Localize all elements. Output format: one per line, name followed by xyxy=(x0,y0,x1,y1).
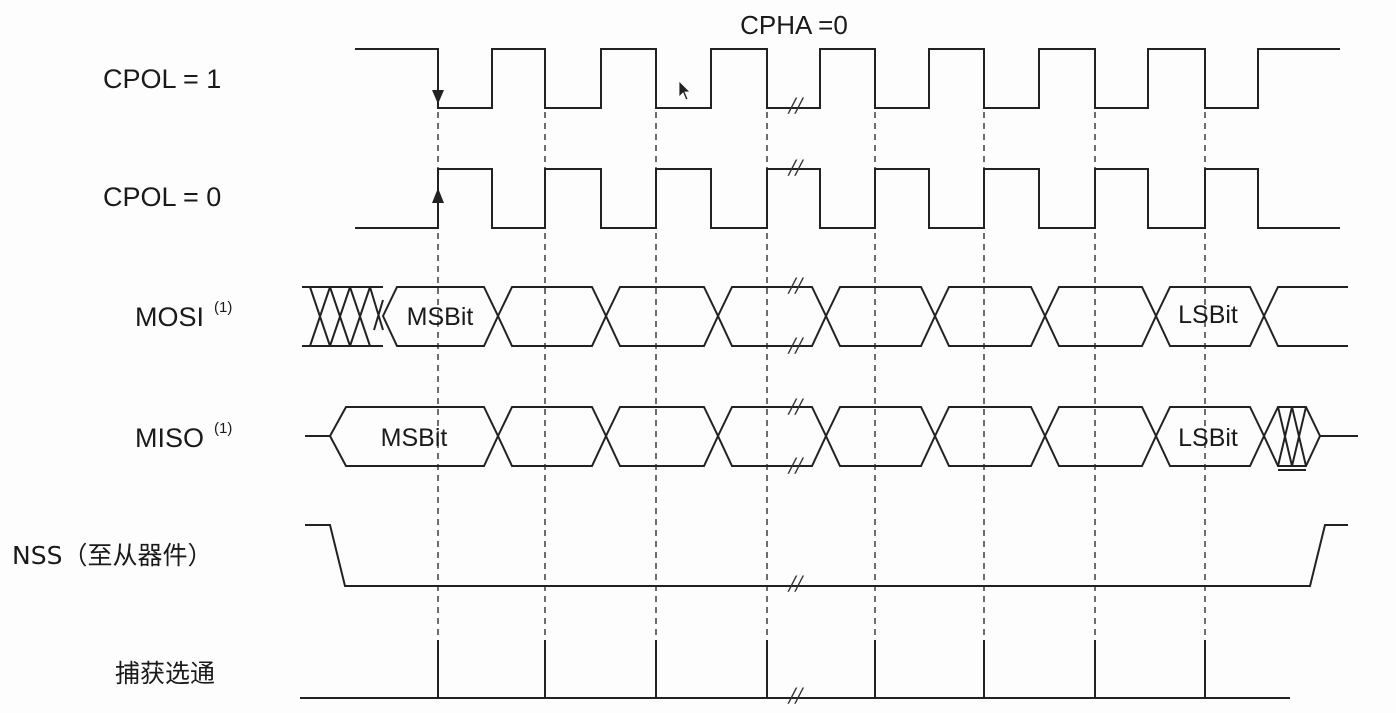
break-mark-strobe: // xyxy=(787,683,805,707)
diagram-title: CPHA =0 xyxy=(740,10,848,40)
mosi-msbit-cell: MSBit xyxy=(407,303,474,331)
break-mark-mosi-bottom: // xyxy=(787,333,805,357)
mouse-cursor-icon xyxy=(678,80,691,101)
mosi-footnote-mark: (1) xyxy=(214,299,232,316)
break-mark-cpol1: // xyxy=(787,93,805,117)
cpol1-label: CPOL = 1 xyxy=(103,64,221,94)
cpol0-label: CPOL = 0 xyxy=(103,182,221,212)
miso-bus xyxy=(305,406,1358,471)
cpol0-clock-waveform xyxy=(355,168,1340,229)
cpol0-rising-edge-arrow xyxy=(432,188,444,203)
cpol1-falling-edge-arrow xyxy=(432,90,444,104)
break-mark-miso-top: // xyxy=(787,394,805,418)
break-mark-nss: // xyxy=(787,571,805,595)
nss-label: NSS（至从器件） xyxy=(12,541,212,570)
mosi-lsbit-cell: LSBit xyxy=(1178,301,1238,329)
capture-strobe xyxy=(300,640,1290,699)
mosi-bus xyxy=(302,286,1348,347)
miso-footnote-mark: (1) xyxy=(214,420,232,437)
strobe-label: 捕获选通 xyxy=(115,659,215,688)
mosi-label: MOSI xyxy=(135,302,204,332)
nss-waveform xyxy=(305,524,1348,587)
time-break-marks: // // // // // // // // xyxy=(787,93,805,707)
miso-label: MISO xyxy=(135,423,204,453)
miso-msbit-cell: MSBit xyxy=(381,424,448,452)
miso-lsbit-cell: LSBit xyxy=(1178,424,1238,452)
capture-guide-lines xyxy=(437,68,1206,698)
cpol1-clock-waveform xyxy=(355,48,1340,109)
break-mark-cpol0: // xyxy=(787,155,805,179)
break-mark-mosi-top: // xyxy=(787,273,805,297)
break-mark-miso-bottom: // xyxy=(787,453,805,477)
